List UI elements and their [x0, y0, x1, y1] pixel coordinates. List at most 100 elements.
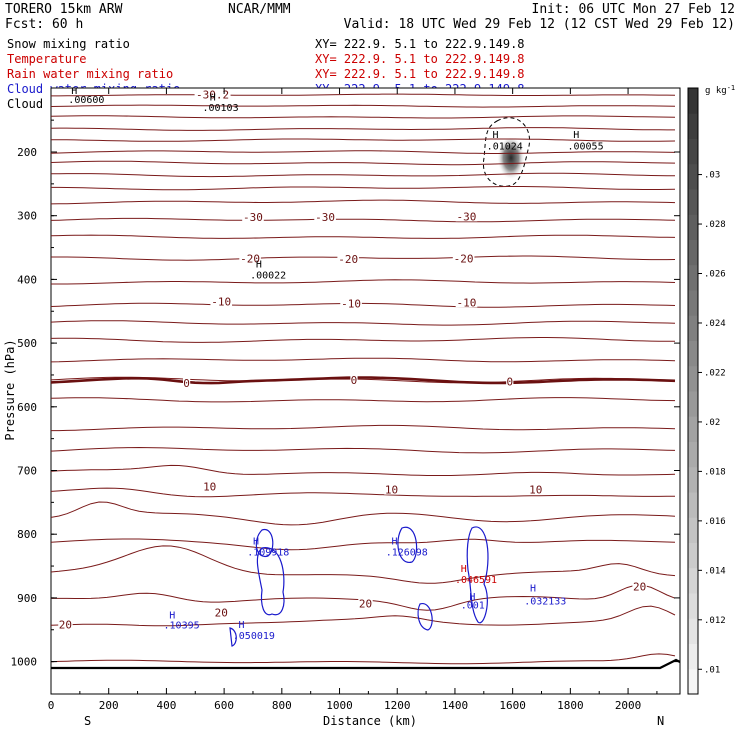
x-tick-label: 600	[214, 699, 234, 712]
y-tick-label: 200	[17, 146, 37, 159]
isotherm	[51, 424, 676, 432]
colorbar: .01 .012 .014 .016 .018 .02 .022 .024 .026 .028 .0…	[687, 87, 726, 695]
colorbar-swatch	[688, 668, 698, 695]
colorbar-swatch	[688, 517, 698, 543]
y-tick-label: 700	[17, 465, 37, 478]
colorbar-label: .028	[704, 220, 726, 230]
colorbar-swatch	[688, 138, 698, 165]
isotherm	[51, 127, 675, 131]
legend-field-coords: XY= 222.9. 5.1 to 222.9.149.8	[315, 37, 525, 51]
cloud-water-contour	[229, 627, 237, 647]
colorbar-frame	[687, 87, 699, 695]
temperature-label-bg	[384, 484, 399, 495]
colorbar-swatch	[688, 391, 698, 417]
x-tick-label: 1800	[557, 699, 584, 712]
isotherm	[51, 234, 676, 239]
colorbar-swatch	[688, 239, 698, 266]
colorbar-label: .02	[704, 418, 720, 428]
y-tick-label: 600	[17, 401, 37, 414]
high-center-marker: H	[469, 592, 475, 603]
colorbar-label: .014	[704, 566, 726, 576]
colorbar-label: .01	[704, 665, 720, 675]
legend-field-coords: XY= 222.9. 5.1 to 222.9.149.8	[315, 67, 525, 81]
temperature-label: -30.2	[196, 89, 229, 102]
high-center-marker: H	[71, 86, 77, 97]
model-title: TORERO 15km ARW	[5, 2, 123, 17]
colorbar-swatch	[688, 593, 698, 619]
isotherm	[51, 172, 675, 178]
colorbar-swatch	[688, 441, 698, 468]
high-center-value: .032133	[524, 596, 566, 607]
temperature-label: -10	[457, 296, 477, 309]
cloud-water-contour	[256, 547, 285, 616]
legend-field-name: Snow mixing ratio	[7, 37, 130, 51]
isotherm	[51, 199, 676, 205]
temperature-label-bg	[340, 298, 362, 309]
colorbar-swatch	[688, 315, 698, 341]
temperature-label: -10	[341, 298, 361, 311]
isotherm	[51, 337, 675, 343]
colorbar-swatch	[688, 643, 698, 670]
colorbar-swatch	[688, 189, 698, 215]
cloud-water-contour	[466, 526, 489, 624]
legend-field-coords: XY= 222.9. 5.1 to 222.9.149.8	[315, 52, 525, 66]
temperature-label: 0	[183, 377, 190, 390]
colorbar-swatch	[688, 163, 698, 190]
colorbar-label: .016	[704, 517, 726, 527]
y-tick-label: 400	[17, 273, 37, 286]
isotherm-zero	[51, 376, 676, 385]
y-axis-label: Pressure (hPa)	[3, 339, 17, 440]
high-center-value: .109918	[247, 547, 289, 558]
x-axis-label: Distance (km)	[323, 714, 417, 728]
temperature-label: 0	[506, 375, 513, 388]
forecast-hour: Fcst: 60 h	[5, 17, 83, 32]
x-tick-label: 1400	[442, 699, 469, 712]
x-tick-label: 400	[156, 699, 176, 712]
temperature-label-bg	[455, 297, 478, 308]
isotherm	[51, 186, 676, 191]
colorbar-swatch	[688, 618, 698, 644]
colorbar-swatch	[688, 88, 698, 114]
x-tick-label: 1600	[499, 699, 526, 712]
cloud-ice-shading	[497, 138, 525, 182]
temperature-label-bg	[314, 211, 336, 222]
colorbar-label: .03	[704, 171, 720, 181]
high-center-marker: H	[239, 620, 245, 631]
colorbar-label: .024	[704, 319, 726, 329]
high-center-value: .046591	[455, 575, 497, 586]
plot-content: -30.2 -30 -30 -30 -20 -20 -20 -10 -10 -10 0 0 0 10 10 1…	[51, 86, 680, 670]
high-center-marker: H	[530, 584, 536, 595]
isotherm	[51, 653, 676, 665]
isotherm	[51, 115, 676, 119]
isotherm	[51, 538, 676, 551]
temperature-label-bg	[350, 375, 358, 386]
legend-field-name: Rain water mixing ratio	[7, 67, 173, 81]
colorbar-swatch	[688, 264, 698, 291]
isotherm	[51, 255, 676, 261]
colorbar-swatch	[688, 290, 698, 316]
init-time: Init: 06 UTC Mon 27 Feb 12	[532, 2, 736, 17]
y-tick-label: 900	[17, 592, 37, 605]
colorbar-swatch	[688, 542, 698, 569]
isotherm	[51, 357, 676, 363]
colorbar-label: .012	[704, 616, 726, 626]
temperature-label-bg	[242, 211, 264, 222]
colorbar-swatch	[688, 567, 698, 594]
isotherm	[51, 279, 676, 285]
temperature-label: 10	[529, 484, 542, 497]
colorbar-swatch	[688, 492, 698, 518]
plot-area: -30.2 -30 -30 -30 -20 -20 -20 -10 -10 -10 0 0 0 10 10 1…	[51, 86, 680, 670]
isotherm	[51, 487, 676, 498]
legend-field-name: Temperature	[7, 52, 86, 66]
colorbar-unit: g kg-1	[705, 84, 735, 96]
high-center-marker: H	[492, 130, 498, 141]
high-center-value: .01024	[487, 142, 523, 153]
high-center-value: .00103	[202, 103, 238, 114]
temperature-label-bg	[506, 376, 514, 387]
isotherm	[51, 501, 676, 526]
colorbar-swatch	[688, 214, 698, 240]
valid-time: Valid: 18 UTC Wed 29 Feb 12 (12 CST Wed …	[344, 17, 735, 32]
high-center-value: .00600	[68, 95, 104, 106]
